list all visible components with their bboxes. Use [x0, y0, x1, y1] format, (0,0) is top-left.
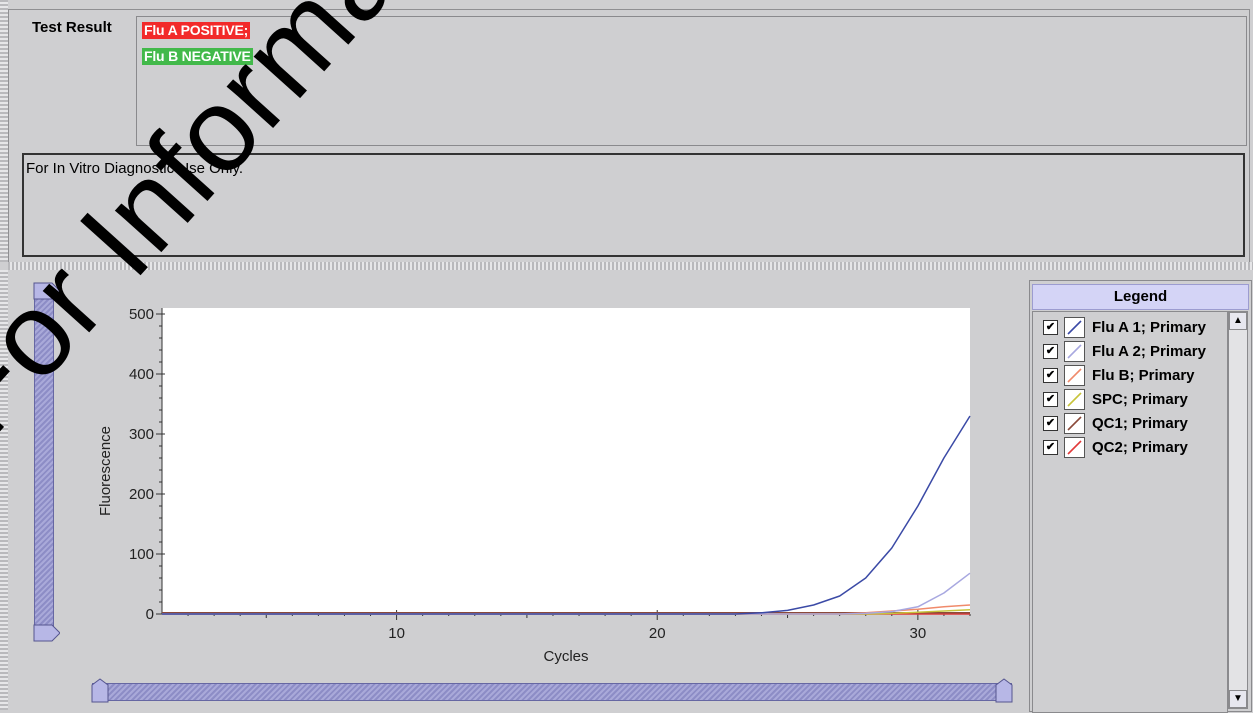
- legend-checkbox[interactable]: ✔: [1043, 415, 1058, 431]
- legend-checkbox[interactable]: ✔: [1043, 439, 1058, 455]
- x-tick-label: 20: [649, 625, 666, 642]
- test-result-box: Flu A POSITIVE; Flu B NEGATIVE: [136, 16, 1247, 146]
- amplification-chart: 0 100 200 300 400 500 10 20 30 Cycles Fluorescence: [97, 306, 971, 665]
- legend-item[interactable]: ✔ QC1; Primary: [1043, 412, 1188, 434]
- legend-checkbox[interactable]: ✔: [1043, 367, 1058, 383]
- legend-swatch-icon: [1064, 388, 1085, 410]
- legend-item[interactable]: ✔ Flu B; Primary: [1043, 364, 1195, 386]
- legend-panel: Legend ✔ Flu A 1; Primary ✔ Flu A 2; Primar…: [1029, 280, 1252, 713]
- vertical-slider-top-handle: [33, 282, 60, 300]
- scroll-down-arrow-icon[interactable]: ▼: [1229, 690, 1247, 708]
- legend-label: QC2; Primary: [1092, 438, 1188, 456]
- legend-label: QC1; Primary: [1092, 414, 1188, 432]
- notes-box[interactable]: For In Vitro Diagnostic Use Only.: [22, 153, 1245, 257]
- left-edge-grip-lower: [0, 270, 8, 710]
- panel-splitter[interactable]: [8, 262, 1253, 270]
- y-tick-label: 200: [129, 486, 154, 503]
- y-tick-label: 300: [129, 426, 154, 443]
- left-edge-grip: [0, 0, 8, 262]
- y-tick-label: 0: [146, 606, 154, 623]
- legend-label: Flu A 2; Primary: [1092, 342, 1206, 360]
- horizontal-slider-right-handle: [995, 678, 1013, 703]
- horizontal-slider-left-handle: [91, 678, 109, 703]
- y-tick-label: 500: [129, 306, 154, 323]
- scroll-up-arrow-icon[interactable]: ▲: [1229, 312, 1247, 330]
- notes-text: For In Vitro Diagnostic Use Only.: [26, 160, 244, 177]
- legend-scrollbar[interactable]: ▲ ▼: [1228, 311, 1248, 709]
- legend-swatch-icon: [1064, 340, 1085, 362]
- legend-swatch-icon: [1064, 412, 1085, 434]
- x-tick-label: 10: [388, 625, 405, 642]
- legend-item[interactable]: ✔ SPC; Primary: [1043, 388, 1188, 410]
- test-result-label: Test Result: [32, 19, 112, 36]
- legend-label: SPC; Primary: [1092, 390, 1188, 408]
- horizontal-slider-handles[interactable]: [88, 677, 1018, 705]
- plot-area: [162, 308, 970, 614]
- legend-checkbox[interactable]: ✔: [1043, 391, 1058, 407]
- legend-label: Flu A 1; Primary: [1092, 318, 1206, 336]
- legend-checkbox[interactable]: ✔: [1043, 343, 1058, 359]
- legend-swatch-icon: [1064, 364, 1085, 386]
- legend-label: Flu B; Primary: [1092, 366, 1195, 384]
- legend-item[interactable]: ✔ Flu A 2; Primary: [1043, 340, 1206, 362]
- y-axis-label: Fluorescence: [97, 426, 114, 516]
- legend-item[interactable]: ✔ QC2; Primary: [1043, 436, 1188, 458]
- legend-swatch-icon: [1064, 316, 1085, 338]
- legend-item[interactable]: ✔ Flu A 1; Primary: [1043, 316, 1206, 338]
- result-flu-b: Flu B NEGATIVE: [142, 48, 253, 65]
- legend-title: Legend: [1032, 284, 1249, 310]
- legend-swatch-icon: [1064, 436, 1085, 458]
- vertical-slider-handles[interactable]: [30, 281, 60, 643]
- y-tick-label: 100: [129, 546, 154, 563]
- series-line: [162, 572, 971, 615]
- vertical-slider-bottom-handle: [33, 624, 60, 642]
- series-line: [162, 415, 971, 615]
- legend-list: ✔ Flu A 1; Primary ✔ Flu A 2; Primary ✔ Flu B…: [1032, 311, 1228, 713]
- result-flu-a: Flu A POSITIVE;: [142, 22, 251, 39]
- legend-checkbox[interactable]: ✔: [1043, 319, 1058, 335]
- x-axis-label: Cycles: [543, 648, 588, 665]
- y-tick-label: 400: [129, 366, 154, 383]
- x-tick-label: 30: [910, 625, 927, 642]
